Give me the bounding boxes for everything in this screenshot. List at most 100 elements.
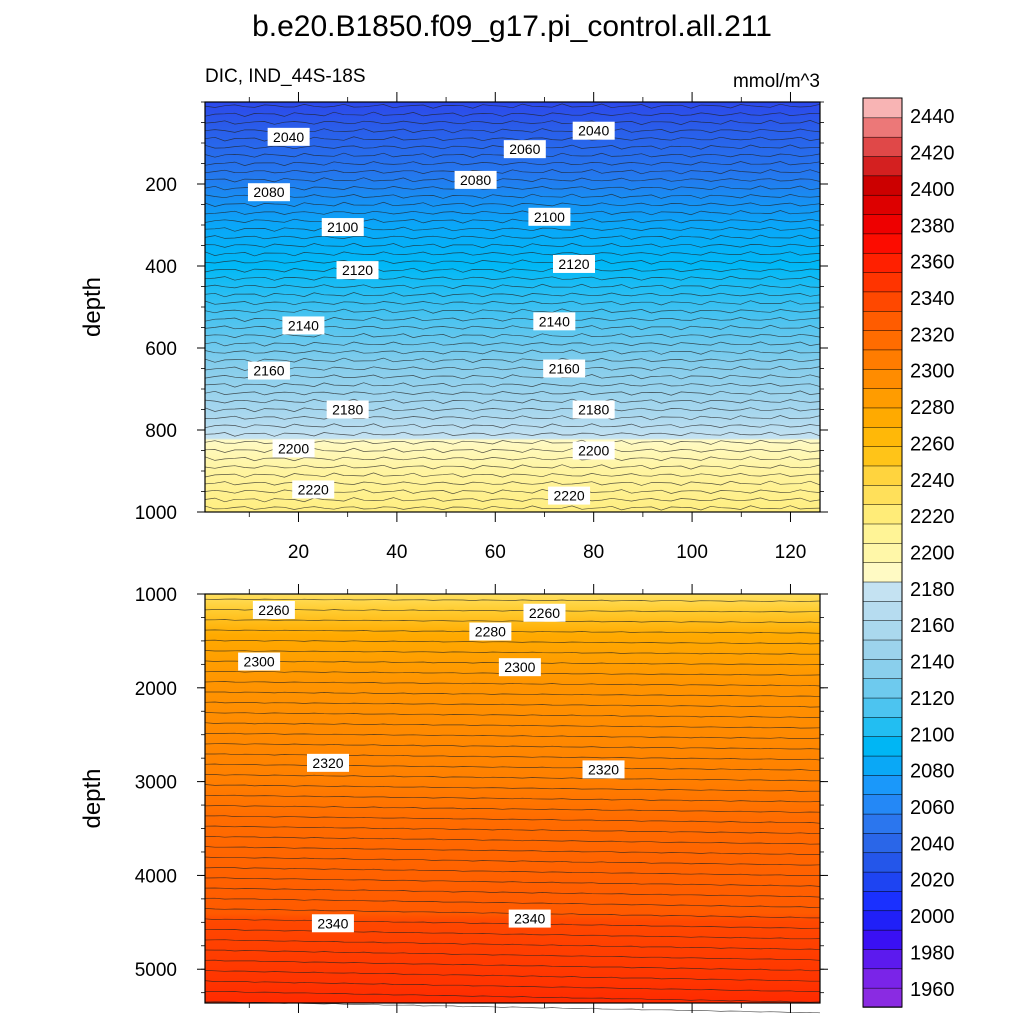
contour-line — [204, 177, 821, 183]
contour-label-box — [533, 312, 576, 331]
contour-line — [204, 825, 821, 835]
contour-line — [204, 234, 821, 240]
contour-label-box — [252, 600, 295, 619]
colorbar-label: 2400 — [910, 179, 955, 201]
y-axis-label: depth — [79, 277, 106, 337]
colorbar-swatch — [862, 852, 903, 873]
contour-line — [204, 722, 821, 729]
contour-line — [204, 701, 821, 708]
contour-line — [204, 398, 821, 404]
contour-label: 2260 — [252, 600, 295, 619]
contour-label: 2140 — [533, 312, 576, 331]
contour-line — [204, 856, 821, 866]
y-tick-label: 800 — [145, 421, 177, 442]
colorbar-label: 1980 — [910, 942, 955, 964]
y-tick-label: 4000 — [135, 866, 177, 887]
contour-label-text: 2160 — [253, 363, 284, 379]
contour-line — [204, 794, 821, 803]
colorbar-swatch — [862, 639, 903, 660]
contour-label: 2340 — [311, 914, 354, 933]
colorbar-label: 2040 — [910, 833, 955, 855]
contour-line — [204, 497, 821, 503]
contour-label: 2040 — [267, 127, 310, 146]
contour-label-text: 2200 — [278, 440, 309, 456]
chart-title: b.e20.B1850.f09_g17.pi_control.all.211 — [252, 10, 772, 43]
contour-line — [204, 939, 821, 951]
contour-line — [204, 365, 821, 371]
colorbar-swatch — [862, 697, 903, 718]
colorbar-label: 2180 — [910, 579, 955, 601]
colorbar-swatch — [862, 155, 903, 177]
contour-label: 2200 — [572, 441, 615, 460]
contour-line — [204, 374, 821, 380]
contour-label-box — [572, 121, 615, 140]
contour-line — [204, 415, 821, 421]
contour-label: 2060 — [503, 140, 546, 159]
y-tick-label: 600 — [145, 339, 177, 360]
contour-line — [204, 505, 821, 511]
contour-label-text: 2140 — [288, 317, 319, 333]
colorbar-label: 2280 — [910, 397, 955, 419]
contour-label-text: 2120 — [342, 262, 373, 278]
contour-label-text: 2140 — [539, 313, 570, 329]
contour-label-text: 2180 — [578, 402, 609, 418]
contour-line — [204, 949, 821, 961]
colorbar-label: 2080 — [910, 761, 955, 783]
colorbar-swatch — [862, 581, 903, 602]
colorbar-swatch — [862, 329, 903, 351]
colorbar-label: 1960 — [910, 979, 955, 1001]
contour-label: 2140 — [282, 316, 325, 335]
y-tick-label: 200 — [145, 175, 177, 196]
contour-label: 2220 — [292, 480, 335, 499]
contour-label-text: 2340 — [514, 911, 545, 927]
y-tick-label: 400 — [145, 257, 177, 278]
contour-label-text: 2100 — [327, 219, 358, 235]
colorbar-swatch — [862, 716, 903, 737]
contour-label-box — [543, 359, 586, 378]
contour-label-text: 2220 — [298, 481, 329, 497]
x-tick-label: 120 — [775, 542, 807, 563]
contour-label: 2260 — [523, 603, 566, 622]
colorbar-swatch — [862, 774, 903, 796]
colorbar-swatch — [862, 117, 903, 138]
contour-label: 2120 — [553, 254, 595, 273]
contour-label: 2080 — [454, 170, 497, 189]
contour-label-box — [553, 254, 595, 273]
contour-label-text: 2260 — [258, 602, 289, 618]
colorbar-swatch — [862, 310, 903, 331]
contour-line — [204, 185, 821, 191]
contour-label: 2100 — [321, 218, 364, 237]
colorbar-swatch — [862, 813, 903, 834]
contour-label-box — [238, 652, 281, 671]
colorbar-swatch — [862, 871, 903, 892]
contour-label: 2340 — [508, 909, 551, 928]
colorbar-swatch — [862, 929, 903, 950]
colorbar-swatch — [862, 445, 903, 467]
contour-label: 2220 — [548, 486, 591, 505]
colorbar-swatch — [862, 600, 903, 621]
contour-line — [204, 991, 821, 1003]
contour-line — [204, 619, 821, 624]
contour-label-box — [307, 753, 349, 772]
contour-line — [204, 193, 821, 199]
colorbar-label: 2140 — [910, 652, 955, 674]
contour-label: 2040 — [572, 121, 615, 140]
contour-label-box — [336, 261, 379, 280]
contour-line — [204, 970, 820, 982]
colorbar-label: 2120 — [910, 688, 955, 710]
x-tick-label: 40 — [386, 542, 407, 563]
contour-label-box — [498, 658, 541, 677]
y-tick-label: 1000 — [135, 585, 177, 606]
contour-label: 2100 — [528, 207, 571, 226]
contour-label-box — [282, 316, 325, 335]
colorbar-label: 2100 — [910, 724, 955, 746]
contour-label-text: 2320 — [312, 755, 343, 771]
contour-label-text: 2060 — [509, 141, 540, 157]
contour-line — [204, 464, 821, 470]
contour-line — [204, 251, 821, 257]
colorbar-swatch — [862, 407, 903, 428]
contour-line — [204, 218, 821, 224]
colorbar-swatch — [862, 387, 903, 409]
colorbar-swatch — [862, 987, 903, 1008]
